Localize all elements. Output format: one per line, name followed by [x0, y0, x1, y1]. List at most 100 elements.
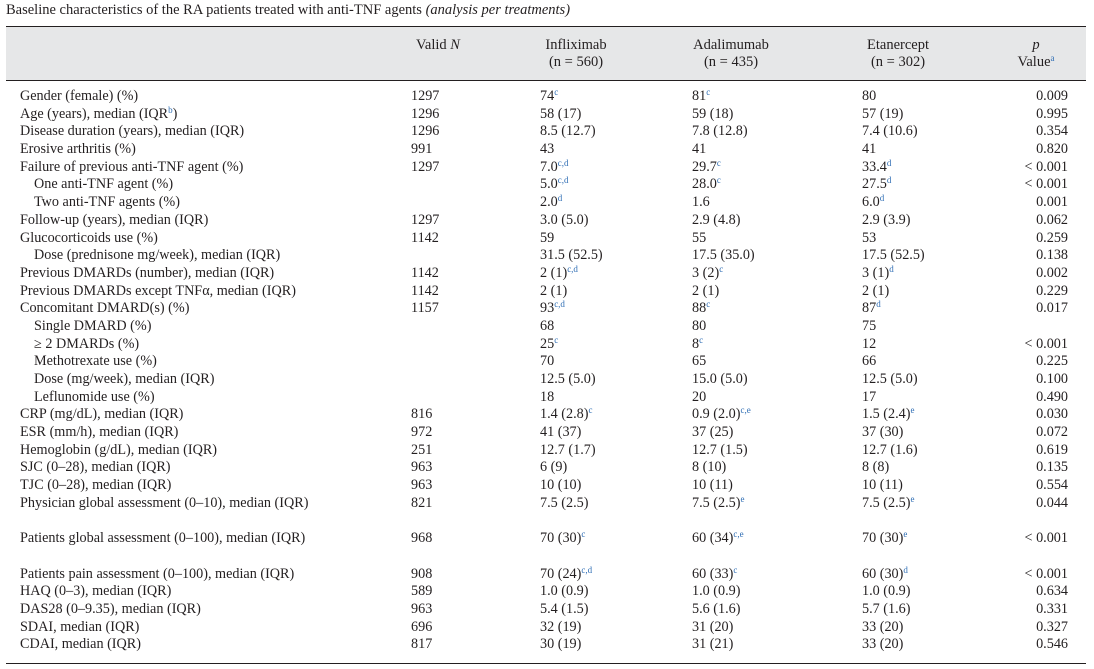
footnote-marker: c	[588, 405, 593, 416]
valid-n-cell: 1142	[411, 282, 439, 299]
etanercept-cell: 17	[862, 388, 877, 405]
infliximab-cell: 74c	[540, 87, 559, 104]
p-value-cell: 0.009	[1036, 88, 1068, 104]
adalimumab-cell: 2 (1)	[692, 282, 720, 299]
valid-n-cell: 1142	[411, 229, 439, 246]
adalimumab-cell: 20	[692, 388, 707, 405]
table-row: CDAI, median (IQR) 817 30 (19) 31 (21) 33 (2…	[6, 636, 1086, 654]
infliximab-cell: 5.4 (1.5)	[540, 600, 589, 617]
row-label: Dose (mg/week), median (IQR)	[34, 371, 215, 387]
header-adalimumab-n: (n = 435)	[703, 53, 759, 70]
valid-n-cell: 963	[411, 477, 433, 494]
row-label: SJC (0–28), median (IQR)	[20, 459, 171, 476]
row-label: ≥ 2 DMARDs (%)	[34, 335, 140, 352]
row-label: Patients global assessment (0–100), medi…	[20, 530, 306, 547]
p-value-cell: 0.619	[1036, 441, 1068, 458]
table-row: ≥ 2 DMARDs (%) 25c 8c 12 < 0.001	[6, 334, 1086, 354]
footnote-marker: c,d	[554, 299, 565, 310]
table-row: SJC (0–28), median (IQR) 963 6 (9) 8 (10) 8 …	[6, 459, 1086, 477]
etanercept-cell: 60 (30)d	[862, 564, 908, 582]
infliximab-cell: 31.5 (52.5)	[540, 247, 603, 264]
infliximab-cell: 59	[540, 229, 555, 246]
row-label: Erosive arthritis (%)	[20, 141, 136, 158]
valid-n-cell: 991	[411, 141, 433, 158]
table-row: Previous DMARDs except TNFα, median (IQR…	[6, 283, 1086, 301]
row-label: CDAI, median (IQR)	[20, 636, 141, 653]
etanercept-cell: 33 (20)	[862, 618, 904, 635]
etanercept-cell: 27.5d	[862, 175, 892, 193]
footnote-marker: c,d	[557, 175, 569, 186]
valid-n-cell: 963	[411, 459, 433, 476]
etanercept-cell: 12.5 (5.0)	[862, 371, 918, 387]
header-valid-n-italic: N	[450, 37, 460, 53]
row-label: Physician global assessment (0–10), medi…	[20, 494, 309, 511]
adalimumab-cell: 55	[692, 229, 707, 246]
etanercept-cell: 75	[862, 317, 877, 334]
footnote-marker: c,d	[557, 157, 569, 168]
valid-n-cell: 908	[411, 565, 433, 582]
adalimumab-cell: 15.0 (5.0)	[692, 371, 748, 387]
adalimumab-cell: 80	[692, 317, 707, 334]
adalimumab-cell: 5.6 (1.6)	[692, 600, 741, 617]
etanercept-cell: 57 (19)	[862, 105, 904, 122]
row-label: CRP (mg/dL), median (IQR)	[20, 406, 184, 423]
header-adalimumab: Adalimumab (n = 435)	[666, 37, 796, 70]
row-label: Follow-up (years), median (IQR)	[20, 211, 209, 228]
row-label: Age (years), median (IQRb)	[20, 104, 178, 122]
header-infliximab-label: Infliximab	[545, 37, 607, 53]
infliximab-cell: 2.0d	[540, 193, 563, 211]
row-label: TJC (0–28), median (IQR)	[20, 477, 172, 494]
table-row: Patients global assessment (0–100), medi…	[6, 529, 1086, 565]
adalimumab-cell: 28.0c	[692, 175, 721, 193]
header-valid-n: Valid N	[416, 37, 460, 53]
etanercept-cell: 70 (30)e	[862, 529, 908, 547]
infliximab-cell: 8.5 (12.7)	[540, 123, 596, 140]
table-caption: Baseline characteristics of the RA patie…	[6, 1, 570, 19]
caption-italic: (analysis per treatments)	[425, 2, 571, 18]
table-row: Single DMARD (%) 68 80 75	[6, 318, 1086, 336]
footnote-marker: e	[910, 405, 915, 416]
adalimumab-cell: 1.6	[692, 194, 710, 211]
infliximab-cell: 2 (1)c,d	[540, 263, 578, 281]
footnote-marker: c	[699, 334, 704, 345]
table-row: SDAI, median (IQR) 696 32 (19) 31 (20) 33 (2…	[6, 619, 1086, 637]
row-label: Patients pain assessment (0–100), median…	[20, 565, 295, 582]
row-label: Single DMARD (%)	[34, 317, 152, 334]
etanercept-cell: 17.5 (52.5)	[862, 247, 925, 264]
etanercept-cell: 7.5 (2.5)e	[862, 493, 915, 511]
row-label: Failure of previous anti-TNF agent (%)	[20, 158, 244, 175]
footnote-marker: d	[886, 157, 892, 168]
table-row: HAQ (0–3), median (IQR) 589 1.0 (0.9) 1.0 (…	[6, 583, 1086, 601]
header-p: p	[1032, 37, 1040, 53]
row-label: Dose (prednisone mg/week), median (IQR)	[34, 247, 281, 264]
adalimumab-cell: 31 (20)	[692, 618, 734, 635]
adalimumab-cell: 65	[692, 353, 707, 370]
adalimumab-cell: 60 (34)c,e	[692, 529, 744, 547]
infliximab-cell: 30 (19)	[540, 636, 582, 653]
footnote-marker: e	[903, 529, 908, 540]
etanercept-cell: 33.4d	[862, 157, 892, 175]
adalimumab-cell: 3 (2)c	[692, 263, 724, 281]
p-value-cell: 0.002	[1036, 264, 1068, 281]
p-value-cell: 0.554	[1036, 477, 1068, 494]
row-label: Two anti-TNF agents (%)	[34, 194, 180, 211]
header-infliximab: Infliximab (n = 560)	[516, 37, 636, 70]
footnote-marker: c	[554, 87, 559, 97]
infliximab-cell: 58 (17)	[540, 105, 582, 122]
p-value-cell: 0.225	[1036, 353, 1068, 370]
header-etanercept-n: (n = 302)	[870, 53, 926, 70]
infliximab-cell: 70	[540, 353, 555, 370]
footnote-marker: d	[889, 263, 894, 274]
infliximab-cell: 7.0c,d	[540, 157, 569, 175]
adalimumab-cell: 88c	[692, 299, 711, 317]
table-row: ESR (mm/h), median (IQR) 972 41 (37) 37 (25…	[6, 424, 1086, 442]
footnote-marker: d	[879, 193, 885, 204]
table-row: Age (years), median (IQRb) 1296 58 (17) 59 …	[6, 104, 1086, 124]
row-label: Disease duration (years), median (IQR)	[20, 123, 245, 140]
row-label: Previous DMARDs except TNFα, median (IQR…	[20, 282, 296, 299]
table-row: Erosive arthritis (%) 991 43 41 41 0.820	[6, 141, 1086, 159]
infliximab-cell: 6 (9)	[540, 459, 568, 476]
etanercept-cell: 12	[862, 335, 877, 352]
p-value-cell: 0.135	[1036, 459, 1068, 476]
adalimumab-cell: 37 (25)	[692, 424, 734, 441]
